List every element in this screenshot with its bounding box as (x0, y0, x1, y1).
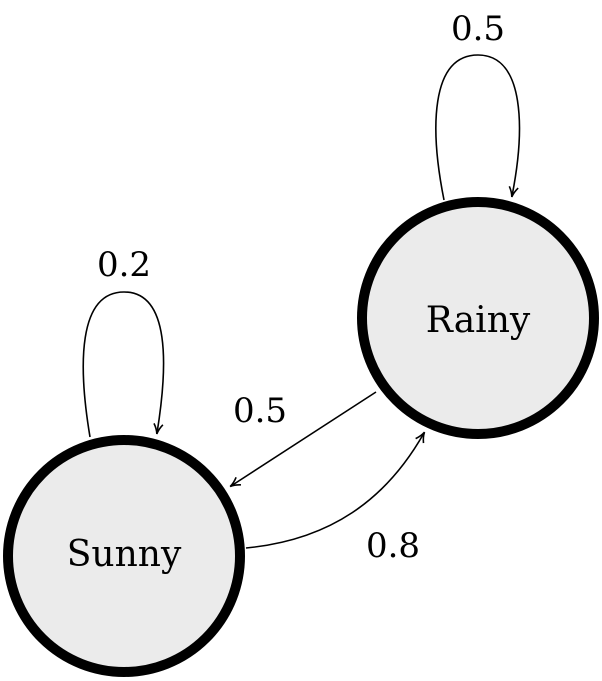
sunny-circle (3, 435, 245, 677)
sunny-to-rainy-arrow (245, 431, 426, 549)
rainy-circle (357, 197, 599, 439)
rainy-to-sunny-arrow (229, 391, 377, 488)
sunny-self-loop-arrow (82, 291, 165, 438)
sunny-self-loop-label: 0.2 (97, 245, 151, 285)
rainy-label: Rainy (426, 300, 531, 341)
rainy-self-loop-arrow (435, 54, 521, 201)
sunny-label: Sunny (67, 534, 182, 575)
state-node-sunny: Sunny (3, 435, 245, 677)
rainy-to-sunny-label: 0.5 (233, 391, 287, 431)
sunny-to-rainy-label: 0.8 (366, 526, 420, 566)
state-node-rainy: Rainy (357, 197, 599, 439)
rainy-self-loop-label: 0.5 (451, 9, 505, 49)
